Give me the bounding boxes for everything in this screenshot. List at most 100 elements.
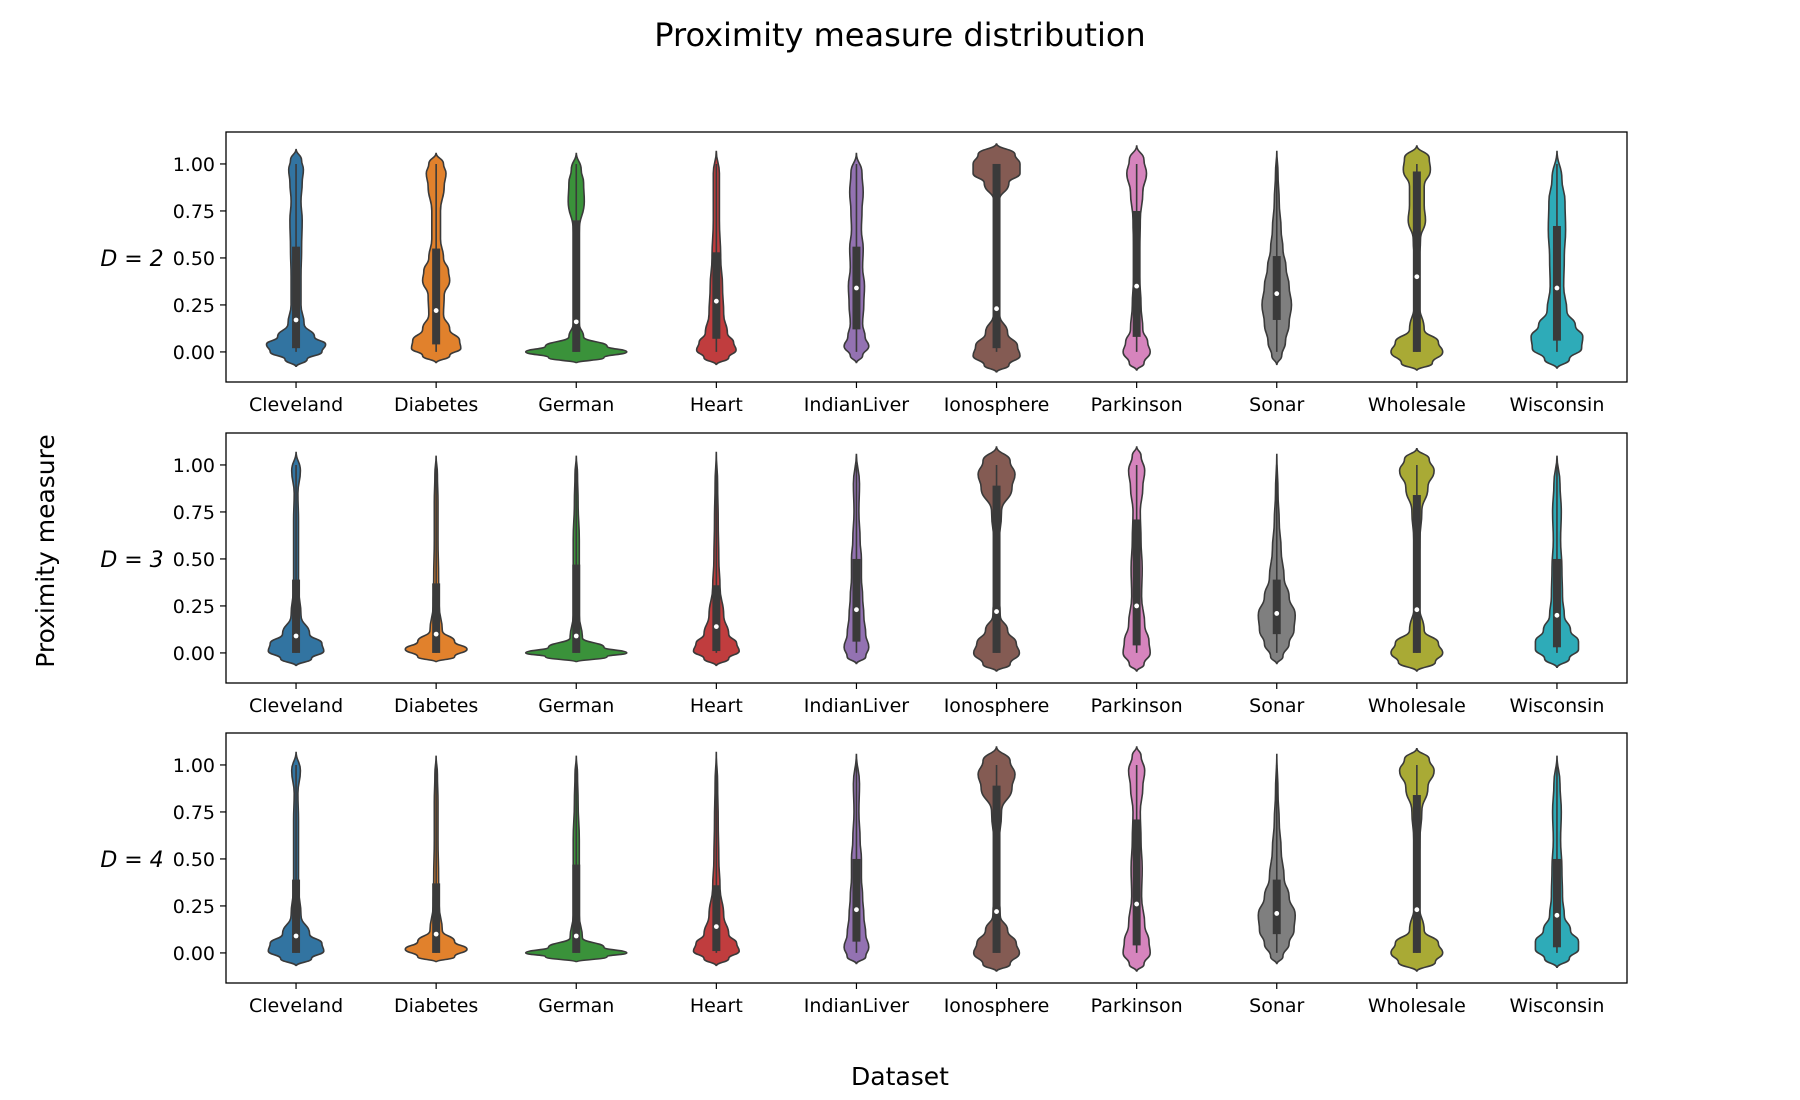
violin-box — [292, 246, 301, 349]
x-tick-label: Heart — [690, 995, 743, 1017]
x-tick-label: IndianLiver — [804, 695, 909, 717]
violin-wholesale — [1390, 144, 1444, 372]
violin-box — [432, 883, 441, 953]
y-tick-label: 0.75 — [173, 802, 215, 824]
x-tick-label: Wholesale — [1368, 995, 1466, 1017]
y-tick-label: 0.25 — [173, 596, 215, 618]
violin-median — [713, 924, 719, 930]
violin-diabetes — [410, 151, 462, 364]
panel-frame — [225, 732, 1628, 984]
violin-median — [293, 933, 299, 939]
x-tick-label: Wisconsin — [1510, 394, 1605, 416]
violin-median — [713, 298, 719, 304]
violin-median — [1274, 291, 1280, 297]
x-tick-label: Cleveland — [249, 695, 343, 717]
violin-median — [713, 624, 719, 630]
panel-label: D = 3 — [100, 548, 163, 573]
violin-indianliver — [843, 752, 870, 965]
x-tick-label: Parkinson — [1091, 695, 1183, 717]
violin-parkinson — [1122, 144, 1152, 371]
y-tick-label: 0.25 — [173, 295, 215, 317]
violin-median — [1414, 907, 1420, 913]
violin-box — [1552, 858, 1561, 948]
violin-cleveland — [267, 751, 325, 967]
violin-box — [1412, 171, 1421, 352]
violin-median — [293, 317, 299, 323]
x-tick-label: Cleveland — [249, 995, 343, 1017]
violin-box — [992, 785, 1001, 953]
x-axis-label: Dataset — [851, 1062, 949, 1091]
panel-2: D = 3 0.00 0.25 0.50 0.75 1.00 Cleveland Diabet… — [100, 432, 1628, 717]
violin-median — [433, 631, 439, 637]
y-tick-label: 0.50 — [173, 549, 215, 571]
violin-cleveland — [267, 449, 325, 667]
x-tick-label: Wisconsin — [1510, 695, 1605, 717]
x-tick-label: Ionosphere — [944, 695, 1050, 717]
violin-parkinson — [1122, 445, 1152, 672]
violin-median — [293, 633, 299, 639]
violin-box — [852, 858, 861, 942]
violin-ionosphere — [972, 445, 1021, 673]
violin-box — [1132, 519, 1141, 646]
violin-median — [1554, 912, 1560, 918]
panel-1: D = 2 0.00 0.25 0.50 0.75 1.00 Cleveland Diabet… — [100, 131, 1628, 416]
violin-german — [524, 151, 628, 364]
violin-wholesale — [1390, 447, 1444, 673]
violin-box — [292, 579, 301, 653]
violin-median — [573, 633, 579, 639]
violin-german — [524, 454, 628, 664]
violin-sonar — [1257, 452, 1297, 665]
x-tick-label: Parkinson — [1091, 995, 1183, 1017]
violin-median — [1134, 603, 1140, 609]
violin-sonar — [1261, 150, 1293, 366]
x-tick-label: Parkinson — [1091, 394, 1183, 416]
violin-ionosphere — [972, 745, 1021, 973]
violin-median — [854, 907, 859, 913]
violin-box — [572, 564, 581, 653]
y-tick-label: 0.50 — [173, 248, 215, 270]
x-tick-label: Heart — [690, 394, 743, 416]
x-tick-label: Sonar — [1249, 695, 1304, 717]
violin-median — [1134, 901, 1140, 907]
violin-box — [1272, 579, 1281, 635]
violin-heart — [692, 749, 741, 967]
violin-wisconsin — [1530, 150, 1584, 370]
violin-box — [292, 879, 301, 953]
x-tick-label: Wholesale — [1368, 394, 1466, 416]
y-tick-label: 0.00 — [173, 943, 215, 965]
violin-median — [433, 308, 439, 313]
violin-box — [1132, 819, 1141, 946]
figure-title: Proximity measure distribution — [654, 16, 1145, 54]
violin-median — [573, 319, 579, 325]
violin-box — [572, 864, 581, 953]
x-tick-label: Cleveland — [249, 394, 343, 416]
violin-box — [712, 885, 721, 952]
violin-box — [1272, 879, 1281, 935]
panel-3: D = 4 0.00 0.25 0.50 0.75 1.00 Cleveland Diabet… — [100, 732, 1628, 1017]
violin-box — [712, 585, 721, 652]
panel-label: D = 2 — [100, 247, 163, 272]
violin-median — [994, 609, 999, 614]
y-axis-label: Proximity measure — [31, 434, 60, 668]
x-tick-label: Ionosphere — [944, 995, 1050, 1017]
x-tick-label: Wholesale — [1368, 695, 1466, 717]
violin-median — [994, 909, 999, 914]
y-tick-label: 1.00 — [173, 755, 215, 777]
violin-median — [573, 933, 579, 939]
violin-median — [433, 931, 439, 937]
x-tick-label: Diabetes — [394, 995, 478, 1017]
violin-box — [712, 252, 721, 339]
violin-box — [1412, 795, 1421, 953]
violin-indianliver — [843, 151, 870, 364]
violin-heart — [692, 450, 741, 667]
x-tick-label: German — [538, 394, 614, 416]
violin-wisconsin — [1534, 754, 1580, 969]
violin-parkinson — [1122, 744, 1152, 972]
violin-box — [432, 583, 441, 653]
x-tick-label: Wisconsin — [1510, 995, 1605, 1017]
violin-sonar — [1257, 752, 1297, 965]
violin-median — [854, 285, 859, 291]
x-tick-label: Diabetes — [394, 695, 478, 717]
violin-median — [854, 607, 859, 613]
